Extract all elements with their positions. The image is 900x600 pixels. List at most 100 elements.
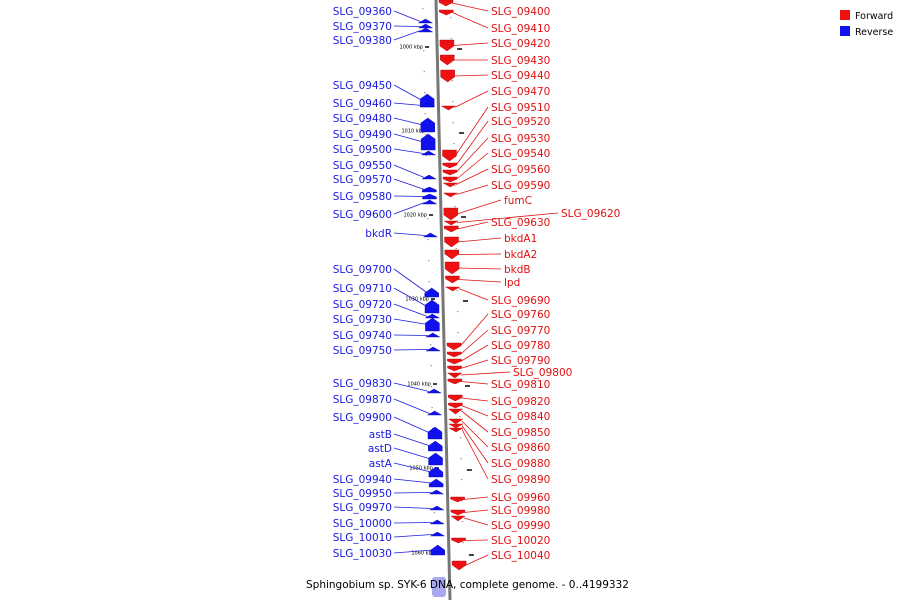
forward-gene-label[interactable]: SLG_09890 bbox=[491, 474, 550, 486]
forward-gene-arrow[interactable] bbox=[445, 275, 460, 284]
forward-gene-arrow[interactable] bbox=[439, 9, 454, 16]
reverse-gene-label[interactable]: SLG_09600 bbox=[333, 209, 392, 221]
forward-gene-label[interactable]: SLG_09770 bbox=[491, 325, 550, 337]
forward-gene-arrow[interactable] bbox=[440, 69, 455, 83]
forward-gene-arrow[interactable] bbox=[448, 427, 464, 433]
forward-gene-label[interactable]: SLG_09540 bbox=[491, 148, 550, 160]
reverse-gene-arrow[interactable] bbox=[428, 452, 443, 466]
reverse-gene-label[interactable]: bkdR bbox=[365, 228, 392, 240]
forward-gene-label[interactable]: SLG_09980 bbox=[491, 505, 550, 517]
forward-gene-label[interactable]: SLG_09960 bbox=[491, 492, 550, 504]
forward-gene-arrow[interactable] bbox=[438, 0, 454, 7]
reverse-gene-label[interactable]: astA bbox=[369, 458, 393, 470]
reverse-gene-label[interactable]: SLG_09460 bbox=[333, 98, 392, 110]
reverse-gene-label[interactable]: SLG_09720 bbox=[333, 299, 392, 311]
reverse-gene-label[interactable]: SLG_09360 bbox=[333, 6, 392, 18]
forward-gene-label[interactable]: SLG_09820 bbox=[491, 396, 550, 408]
forward-gene-arrow[interactable] bbox=[450, 515, 466, 522]
reverse-gene-label[interactable]: SLG_09450 bbox=[333, 80, 392, 92]
reverse-gene-label[interactable]: SLG_09480 bbox=[333, 113, 392, 125]
reverse-gene-arrow[interactable] bbox=[428, 478, 444, 488]
reverse-gene-arrow[interactable] bbox=[429, 505, 445, 511]
forward-gene-label[interactable]: SLG_10020 bbox=[491, 535, 550, 547]
forward-gene-arrow[interactable] bbox=[447, 408, 464, 415]
reverse-gene-arrow[interactable] bbox=[417, 27, 434, 33]
reverse-gene-arrow[interactable] bbox=[426, 410, 443, 416]
forward-gene-arrow[interactable] bbox=[446, 342, 462, 351]
reverse-gene-arrow[interactable] bbox=[424, 313, 441, 319]
reverse-gene-label[interactable]: SLG_09570 bbox=[333, 174, 392, 186]
forward-gene-label[interactable]: SLG_09620 bbox=[561, 208, 620, 220]
reverse-gene-label[interactable]: astD bbox=[368, 443, 392, 455]
forward-gene-label[interactable]: SLG_09510 bbox=[491, 102, 550, 114]
reverse-gene-label[interactable]: SLG_09900 bbox=[333, 412, 392, 424]
reverse-gene-arrow[interactable] bbox=[424, 299, 440, 314]
forward-gene-arrow[interactable] bbox=[450, 496, 465, 503]
forward-gene-label[interactable]: SLG_09590 bbox=[491, 180, 550, 192]
reverse-gene-arrow[interactable] bbox=[428, 440, 443, 452]
forward-gene-arrow[interactable] bbox=[442, 149, 457, 162]
forward-gene-label[interactable]: fumC bbox=[504, 195, 532, 207]
forward-gene-arrow[interactable] bbox=[444, 236, 459, 248]
forward-gene-arrow[interactable] bbox=[448, 402, 463, 409]
reverse-gene-arrow[interactable] bbox=[420, 133, 436, 151]
forward-gene-label[interactable]: SLG_09470 bbox=[491, 86, 550, 98]
reverse-gene-arrow[interactable] bbox=[429, 519, 445, 525]
reverse-gene-label[interactable]: SLG_09750 bbox=[333, 345, 392, 357]
forward-gene-label[interactable]: bkdA2 bbox=[504, 249, 537, 261]
reverse-gene-label[interactable]: SLG_10010 bbox=[333, 532, 392, 544]
reverse-gene-label[interactable]: SLG_09380 bbox=[333, 35, 392, 47]
reverse-gene-arrow[interactable] bbox=[425, 346, 441, 352]
reverse-gene-arrow[interactable] bbox=[428, 489, 445, 495]
forward-gene-label[interactable]: SLG_09430 bbox=[491, 55, 550, 67]
forward-gene-label[interactable]: SLG_09760 bbox=[491, 309, 550, 321]
viewport-marker[interactable] bbox=[432, 577, 446, 597]
reverse-gene-label[interactable]: SLG_09950 bbox=[333, 488, 392, 500]
reverse-gene-label[interactable]: SLG_09830 bbox=[333, 378, 392, 390]
reverse-gene-label[interactable]: SLG_10000 bbox=[333, 518, 392, 530]
forward-gene-arrow[interactable] bbox=[448, 418, 464, 425]
forward-gene-label[interactable]: bkdA1 bbox=[504, 233, 537, 245]
reverse-gene-label[interactable]: SLG_09490 bbox=[333, 129, 392, 141]
forward-gene-label[interactable]: SLG_10040 bbox=[491, 550, 550, 562]
forward-gene-label[interactable]: SLG_09630 bbox=[491, 217, 550, 229]
forward-gene-arrow[interactable] bbox=[444, 286, 461, 292]
forward-gene-label[interactable]: SLG_09560 bbox=[491, 164, 550, 176]
forward-gene-arrow[interactable] bbox=[444, 225, 459, 233]
reverse-gene-arrow[interactable] bbox=[428, 466, 444, 478]
forward-gene-arrow[interactable] bbox=[442, 176, 458, 183]
forward-gene-label[interactable]: SLG_09520 bbox=[491, 116, 550, 128]
reverse-gene-label[interactable]: SLG_09580 bbox=[333, 191, 392, 203]
reverse-gene-label[interactable]: SLG_09500 bbox=[333, 144, 392, 156]
reverse-gene-arrow[interactable] bbox=[429, 531, 446, 537]
forward-gene-arrow[interactable] bbox=[442, 182, 459, 188]
forward-gene-arrow[interactable] bbox=[442, 162, 458, 169]
reverse-gene-arrow[interactable] bbox=[417, 18, 434, 24]
reverse-gene-arrow[interactable] bbox=[421, 174, 437, 180]
forward-gene-label[interactable]: SLG_09400 bbox=[491, 6, 550, 18]
forward-gene-arrow[interactable] bbox=[448, 394, 463, 402]
forward-gene-label[interactable]: SLG_09840 bbox=[491, 411, 550, 423]
forward-gene-arrow[interactable] bbox=[447, 365, 462, 372]
forward-gene-label[interactable]: SLG_09530 bbox=[491, 133, 550, 145]
forward-gene-label[interactable]: SLG_09880 bbox=[491, 458, 550, 470]
forward-gene-label[interactable]: bkdB bbox=[504, 264, 531, 276]
forward-gene-arrow[interactable] bbox=[447, 351, 462, 358]
forward-gene-arrow[interactable] bbox=[450, 509, 466, 516]
forward-gene-arrow[interactable] bbox=[448, 423, 464, 429]
reverse-gene-arrow[interactable] bbox=[422, 193, 437, 200]
forward-gene-label[interactable]: SLG_09420 bbox=[491, 38, 550, 50]
reverse-gene-label[interactable]: SLG_10030 bbox=[333, 548, 392, 560]
forward-gene-label[interactable]: SLG_09990 bbox=[491, 520, 550, 532]
reverse-gene-label[interactable]: SLG_09970 bbox=[333, 502, 392, 514]
forward-gene-label[interactable]: SLG_09690 bbox=[491, 295, 550, 307]
reverse-gene-label[interactable]: SLG_09730 bbox=[333, 314, 392, 326]
forward-gene-label[interactable]: SLG_09800 bbox=[513, 367, 572, 379]
forward-gene-arrow[interactable] bbox=[443, 207, 459, 221]
reverse-gene-label[interactable]: astB bbox=[369, 429, 392, 441]
forward-gene-arrow[interactable] bbox=[451, 560, 467, 571]
reverse-gene-label[interactable]: SLG_09710 bbox=[333, 283, 392, 295]
forward-gene-label[interactable]: SLG_09780 bbox=[491, 340, 550, 352]
forward-gene-arrow[interactable] bbox=[447, 378, 463, 385]
reverse-gene-arrow[interactable] bbox=[417, 23, 434, 29]
